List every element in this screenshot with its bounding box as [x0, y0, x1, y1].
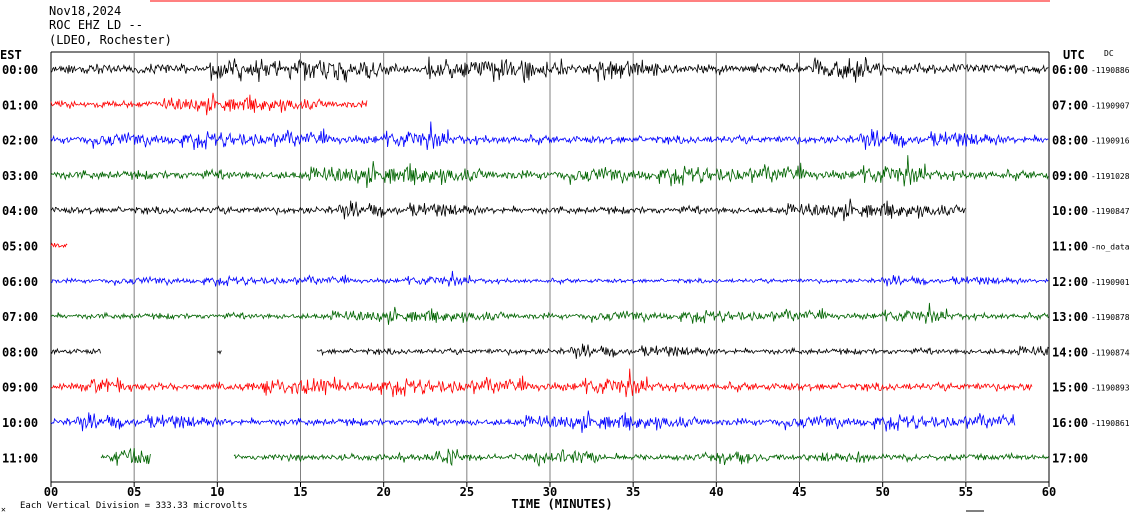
dc-offset-value: -1190907	[1091, 101, 1130, 110]
dc-offset-value: -no_data	[1091, 243, 1130, 252]
utc-hour-label: 07:00	[1052, 98, 1088, 112]
est-hour-label: 00:00	[2, 63, 38, 77]
x-tick-label: 50	[875, 485, 889, 499]
seismic-trace	[316, 343, 1050, 359]
est-hour-label: 02:00	[2, 134, 38, 148]
seismic-trace	[50, 155, 1049, 189]
utc-hour-label: 09:00	[1052, 169, 1088, 183]
seismic-trace	[50, 368, 1033, 398]
utc-hour-label: 16:00	[1052, 416, 1088, 430]
dc-offset-value: -1190916	[1091, 137, 1130, 146]
x-tick-label: 15	[293, 485, 307, 499]
est-hour-label: 04:00	[2, 204, 38, 218]
utc-hour-label: 15:00	[1052, 381, 1088, 395]
x-tick-label: 25	[460, 485, 474, 499]
x-tick-label: 35	[626, 485, 640, 499]
x-tick-label: 40	[709, 485, 723, 499]
dc-offset-value: -1190878	[1091, 313, 1130, 322]
x-tick-label: 05	[127, 485, 141, 499]
x-tick-label: 45	[792, 485, 806, 499]
seismic-trace	[50, 347, 101, 356]
x-tick-label: 10	[210, 485, 224, 499]
x-tick-label: 20	[376, 485, 390, 499]
est-zone-label: EST	[0, 48, 22, 62]
x-tick-label: 00	[44, 485, 58, 499]
time-grid	[50, 0, 1050, 483]
dc-offset-heading: DC	[1104, 49, 1114, 58]
est-hour-label: 05:00	[2, 240, 38, 254]
x-tick-label: 30	[543, 485, 557, 499]
seismic-trace	[50, 270, 1049, 287]
dc-offset-value: -1190886	[1091, 66, 1130, 75]
x-tick-label: 55	[959, 485, 973, 499]
seismic-trace	[233, 448, 1049, 467]
dc-offset-value: -1190874	[1091, 348, 1130, 357]
seismic-trace	[50, 410, 1016, 433]
est-hour-label: 06:00	[2, 275, 38, 289]
seismic-trace	[100, 447, 151, 466]
seismic-trace	[50, 198, 966, 222]
est-hour-label: 11:00	[2, 451, 38, 465]
dc-offset-value: -1190893	[1091, 384, 1130, 393]
utc-hour-label: 13:00	[1052, 310, 1088, 324]
dc-offset-value: -1190901	[1091, 278, 1130, 287]
time-axis: 00 05 10 15 20 25 30 35 40 45 50 55 60 TIME (MINUTES)	[44, 482, 1056, 512]
trace-group	[50, 56, 1050, 467]
seismic-trace	[50, 56, 1049, 83]
scale-note: Each Vertical Division = 333.33 microvol…	[20, 501, 248, 511]
corner-mark: ✕	[1, 505, 6, 514]
network-name: (LDEO, Rochester)	[49, 33, 172, 47]
dc-offset-value: -1190847	[1091, 207, 1130, 216]
utc-hour-label: 06:00	[1052, 63, 1088, 77]
utc-hour-label: 10:00	[1052, 204, 1088, 218]
seismic-trace	[50, 121, 1049, 151]
x-axis-title: TIME (MINUTES)	[511, 497, 612, 511]
utc-hour-label: 08:00	[1052, 134, 1088, 148]
seismic-trace	[50, 92, 368, 116]
est-hour-label: 08:00	[2, 345, 38, 359]
est-hour-label: 09:00	[2, 381, 38, 395]
seismic-trace	[50, 302, 1049, 325]
utc-hour-label: 12:00	[1052, 275, 1088, 289]
seismic-trace	[50, 242, 68, 249]
utc-hour-label: 17:00	[1052, 451, 1088, 465]
est-hour-label: 07:00	[2, 310, 38, 324]
station-code: ROC EHZ LD --	[49, 18, 143, 32]
est-hour-label: 01:00	[2, 98, 38, 112]
est-hour-label: 03:00	[2, 169, 38, 183]
utc-hour-label: 14:00	[1052, 345, 1088, 359]
seismic-trace	[217, 350, 222, 355]
utc-zone-label: UTC	[1063, 48, 1085, 62]
dc-offset-value: -1190861	[1091, 419, 1130, 428]
utc-hour-label: 11:00	[1052, 240, 1088, 254]
est-hour-label: 10:00	[2, 416, 38, 430]
dc-offset-value: -1191028	[1091, 172, 1130, 181]
record-date: Nov18,2024	[49, 4, 122, 18]
x-tick-label: 60	[1042, 485, 1056, 499]
